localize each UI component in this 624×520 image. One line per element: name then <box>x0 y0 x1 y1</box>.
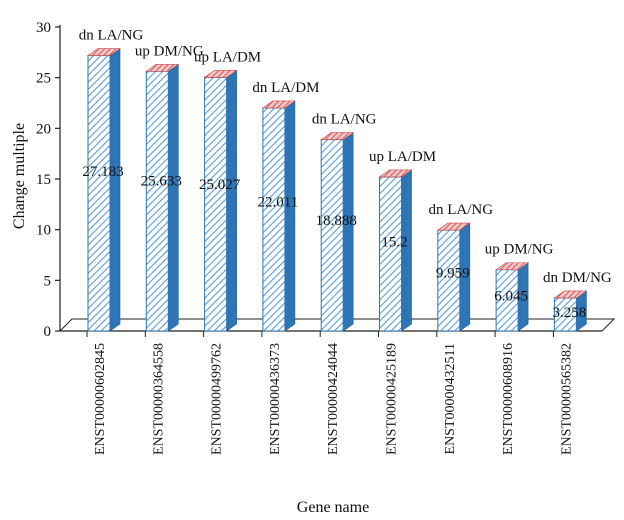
bar-annotation: up DM/NG <box>485 242 554 258</box>
x-axis-title: Gene name <box>297 499 369 516</box>
bar-annotation: up LA/DM <box>369 149 436 165</box>
bar <box>87 55 111 332</box>
x-tick-label: ENST00000436373 <box>268 343 283 455</box>
x-tick-label: ENST00000425189 <box>385 343 400 455</box>
data-label: 25.027 <box>199 177 241 193</box>
x-tick-label: ENST00000608916 <box>501 343 516 455</box>
bar <box>204 76 228 332</box>
bar-annotation: dn LA/NG <box>79 28 144 44</box>
data-label: 15.2 <box>381 235 407 251</box>
bar-annotation: dn DM/NG <box>543 270 612 286</box>
bar-top <box>495 262 530 271</box>
x-axis-categories: ENST00000602845 ENST00000364558 ENST000004… <box>86 331 574 455</box>
x-tick-label: ENST00000499762 <box>210 343 225 455</box>
x-tick-label: ENST00000364558 <box>151 343 166 455</box>
bar <box>379 176 402 332</box>
data-labels: 27.183 dn LA/NG 25.633 up DM/NG 25.027 up LA/… <box>79 28 612 321</box>
bar-annotation: dn LA/NG <box>312 112 377 128</box>
bar-side <box>284 100 296 332</box>
data-label: 9.959 <box>436 265 470 281</box>
y-tick-label: 10 <box>36 223 51 239</box>
x-tick-label: ENST00000432511 <box>443 343 458 454</box>
bar-annotation: dn LA/NG <box>429 202 494 218</box>
data-label: 22.011 <box>258 195 299 211</box>
bar <box>320 139 344 332</box>
bar-side <box>226 69 237 332</box>
bar <box>262 107 286 332</box>
bar-annotation: up LA/DM <box>194 49 261 65</box>
bar-side <box>168 63 179 332</box>
x-tick-label: ENST00000424044 <box>326 343 341 455</box>
bar-top <box>553 290 588 299</box>
bar-top <box>436 222 471 231</box>
y-tick-label: 15 <box>36 172 51 188</box>
bar-side <box>342 132 354 332</box>
data-label: 27.183 <box>82 164 123 180</box>
x-tick-label: ENST00000602845 <box>93 343 108 455</box>
y-tick-label: 5 <box>44 273 52 289</box>
y-tick-label: 25 <box>36 71 51 87</box>
y-tick-label: 30 <box>36 20 51 36</box>
bar-side <box>109 47 121 332</box>
y-axis-title: Change multiple <box>11 123 28 229</box>
bar-top <box>145 63 180 72</box>
bar-top <box>203 70 238 78</box>
data-label: 3.258 <box>553 305 587 321</box>
bar-annotation: dn LA/DM <box>252 80 319 96</box>
y-tick-label: 0 <box>44 324 52 340</box>
y-tick-label: 20 <box>36 121 51 137</box>
bars <box>87 47 588 332</box>
bar <box>145 70 169 332</box>
bar-top <box>320 132 355 140</box>
data-label: 25.633 <box>141 173 182 189</box>
data-label: 6.045 <box>494 288 528 304</box>
bar-top <box>87 48 121 56</box>
bar-top <box>378 169 413 178</box>
x-tick-label: ENST00000565382 <box>559 343 574 455</box>
bar-top <box>261 100 296 109</box>
bar-annotation: up DM/NG <box>135 43 204 59</box>
data-label: 18.888 <box>316 213 357 229</box>
